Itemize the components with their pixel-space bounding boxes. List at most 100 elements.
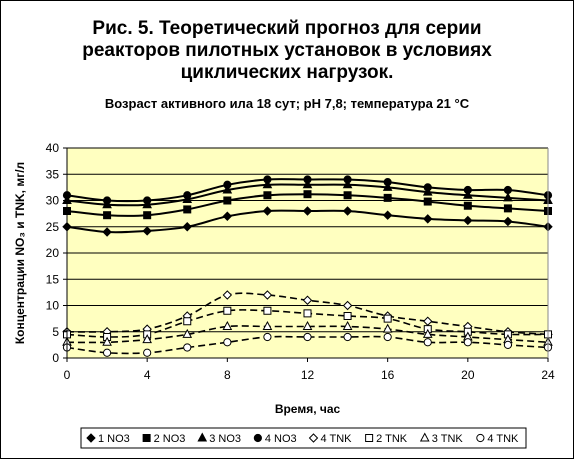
y-tick-label: 25 (46, 220, 60, 234)
legend-box (80, 427, 527, 449)
data-point (423, 214, 433, 224)
data-point (342, 320, 353, 330)
data-point (183, 191, 192, 200)
data-point (503, 216, 513, 227)
data-point (302, 179, 313, 189)
data-point (503, 204, 512, 213)
y-tick-label: 20 (46, 246, 60, 260)
x-tick-label: 4 (144, 368, 151, 382)
data-point (223, 180, 232, 189)
data-point (383, 178, 392, 187)
data-point (342, 300, 353, 311)
data-point (262, 206, 273, 216)
data-point (142, 226, 152, 236)
data-point (262, 179, 273, 189)
data-point (142, 334, 153, 344)
data-point (383, 193, 392, 202)
data-point (463, 215, 473, 226)
data-point (463, 189, 473, 199)
series-4 (62, 175, 553, 205)
y-tick-label: 5 (52, 325, 59, 339)
legend-item: 4 TNK (476, 433, 519, 445)
data-point (302, 295, 313, 305)
data-point (382, 323, 393, 333)
x-tick-label: 24 (541, 368, 555, 382)
legend-item: 3 TNK (419, 432, 464, 445)
legend-item: 3 NO3 (197, 432, 241, 445)
y-tick-label: 30 (46, 194, 60, 208)
legend-label: 4 NO3 (265, 433, 297, 445)
x-tick-label: 0 (64, 368, 71, 382)
x-tick-label: 16 (381, 368, 395, 382)
data-point (263, 332, 272, 342)
legend-marker (253, 433, 262, 443)
y-tick-label: 40 (46, 141, 60, 155)
y-tick-label: 15 (46, 272, 60, 286)
data-point (222, 211, 233, 221)
data-point (103, 211, 112, 220)
data-point (343, 312, 352, 320)
legend: 1 NO3 2 NO3 3 NO3 4 NO3 4 TNK 2 TNK 3 TNK 4 TNK (80, 427, 527, 449)
data-point (422, 328, 433, 338)
legend-marker (419, 432, 430, 442)
data-point (342, 179, 353, 189)
data-point (503, 192, 513, 202)
data-point (382, 181, 393, 191)
data-point (222, 184, 233, 194)
legend-label: 2 TNK (376, 433, 408, 445)
legend-marker (476, 433, 485, 443)
chart-title: Рис. 5. Теоретический прогноз для серии … (0, 18, 574, 84)
data-point (303, 175, 312, 184)
data-point (463, 185, 472, 195)
title-line-3: циклических нагрузок. (180, 62, 394, 83)
x-tick-label: 12 (301, 368, 315, 382)
data-point (383, 332, 392, 342)
title-line-1: Рис. 5. Теоретический прогноз для серии (92, 18, 482, 39)
data-point (183, 205, 192, 214)
legend-label: 2 NO3 (154, 433, 186, 445)
data-point (463, 338, 472, 347)
data-point (423, 183, 432, 192)
data-point (263, 306, 272, 315)
data-point (342, 206, 353, 216)
data-point (143, 196, 152, 205)
data-point (222, 320, 233, 330)
legend-label: 3 TNK (432, 433, 464, 445)
legend-marker (197, 432, 208, 442)
legend-marker (308, 433, 319, 443)
legend-marker (86, 433, 96, 443)
data-point (262, 320, 273, 330)
data-point (143, 211, 152, 220)
data-point (263, 191, 272, 200)
legend-marker (142, 434, 151, 442)
data-point (102, 336, 112, 346)
data-point (182, 222, 192, 232)
x-tick-label: 8 (224, 368, 231, 382)
series-7 (62, 320, 553, 346)
legend-label: 4 TNK (487, 433, 519, 445)
legend-label: 1 NO3 (98, 433, 130, 445)
legend-item: 2 TNK (365, 433, 408, 445)
data-point (143, 348, 152, 357)
data-point (343, 332, 352, 342)
series-1 (62, 206, 553, 237)
data-point (343, 175, 352, 184)
legend-item: 1 NO3 (86, 433, 130, 445)
y-tick-label: 35 (46, 167, 60, 181)
axes: 0 5 10 15 20 25 30 35 40 0 4 8 12 16 20 24 (46, 141, 555, 382)
data-point (302, 320, 313, 330)
data-point (223, 338, 232, 347)
data-point (303, 190, 312, 199)
data-point (503, 185, 513, 195)
legend-item: 2 NO3 (142, 433, 186, 445)
data-point (102, 227, 112, 237)
data-point (303, 332, 312, 342)
data-point (302, 206, 313, 216)
data-point (223, 306, 232, 315)
x-axis-label: Время, час (275, 402, 341, 416)
data-point (182, 328, 193, 338)
legend-item: 4 TNK (308, 433, 352, 445)
data-point (262, 290, 273, 300)
data-point (102, 348, 112, 357)
data-point (423, 197, 432, 206)
